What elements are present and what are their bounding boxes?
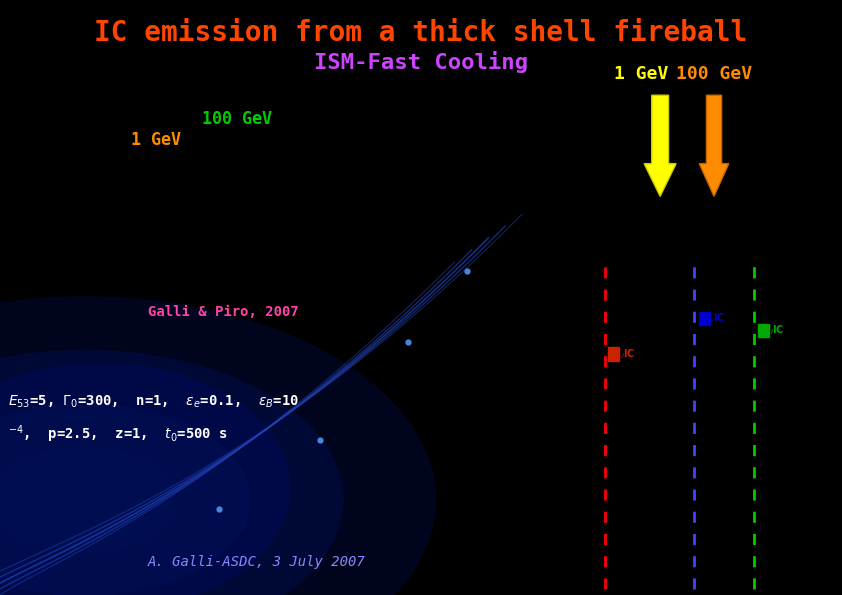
FancyArrow shape — [700, 95, 729, 196]
Text: 1 GeV: 1 GeV — [615, 65, 669, 83]
Ellipse shape — [0, 296, 436, 595]
Ellipse shape — [0, 403, 251, 595]
FancyArrow shape — [644, 95, 676, 196]
Text: 100 GeV: 100 GeV — [676, 65, 752, 83]
Ellipse shape — [0, 363, 290, 595]
Bar — [608, 347, 619, 361]
Text: $_i$IC: $_i$IC — [621, 347, 635, 361]
Bar — [699, 312, 710, 325]
Text: 1 GeV: 1 GeV — [131, 131, 180, 149]
Text: $_i$IC: $_i$IC — [711, 311, 726, 325]
Text: $_i$IC: $_i$IC — [770, 323, 785, 337]
Text: ISM-Fast Cooling: ISM-Fast Cooling — [314, 52, 528, 73]
Ellipse shape — [0, 350, 344, 595]
Text: Galli & Piro, 2007: Galli & Piro, 2007 — [147, 305, 299, 320]
Text: IC emission from a thick shell fireball: IC emission from a thick shell fireball — [94, 18, 748, 47]
Text: $E_{53}$=5, $\Gamma_0$=300,  n=1,  $\varepsilon_e$=0.1,  $\varepsilon_B$=10: $E_{53}$=5, $\Gamma_0$=300, n=1, $\varep… — [8, 393, 300, 410]
Text: $^{-4}$,  p=2.5,  z=1,  $t_0$=500 s: $^{-4}$, p=2.5, z=1, $t_0$=500 s — [8, 424, 228, 445]
Text: A. Galli-ASDC, 3 July 2007: A. Galli-ASDC, 3 July 2007 — [148, 555, 365, 569]
Bar — [758, 324, 769, 337]
Ellipse shape — [0, 446, 177, 553]
Text: 100 GeV: 100 GeV — [202, 110, 272, 128]
